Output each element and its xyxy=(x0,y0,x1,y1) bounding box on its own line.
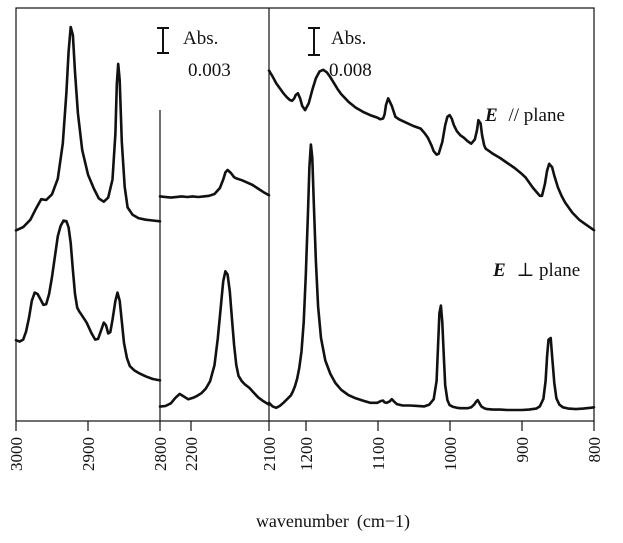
x-axis: 3000 2900 2800 2200 2100 1200 1100 1000 900 800 xyxy=(7,421,604,471)
x-axis-title-unit: (cm−1) xyxy=(357,511,410,532)
scale-bar-ch: Abs. 0.003 xyxy=(157,27,231,81)
spectrum-perpendicular-ch xyxy=(14,219,162,382)
series-label-perpendicular-text: ⊥ plane xyxy=(516,260,580,281)
scale-bar-ch-label: Abs. xyxy=(183,28,218,49)
spectra-group xyxy=(14,25,596,412)
x-tick-label-2900: 2900 xyxy=(79,437,98,471)
x-tick-label-2800: 2800 xyxy=(151,437,170,471)
series-label-parallel: E // plane xyxy=(484,105,565,126)
x-tick-label-1000: 1000 xyxy=(441,437,460,471)
series-label-parallel-symbol: E xyxy=(484,105,498,126)
series-label-perpendicular-symbol: E xyxy=(492,260,506,281)
x-tick-label-3000: 3000 xyxy=(7,437,26,471)
x-axis-title-text: wavenumber xyxy=(256,511,349,531)
spectrum-parallel-ch xyxy=(14,25,162,232)
scale-bar-fingerprint-value: 0.008 xyxy=(329,60,372,81)
spectrum-perpendicular-cn xyxy=(158,270,271,408)
x-tick-label-1100: 1100 xyxy=(369,437,388,470)
plot-frame xyxy=(15,7,595,422)
spectrum-parallel-fingerprint xyxy=(267,68,596,232)
series-label-perpendicular: E ⊥ plane xyxy=(492,260,580,281)
spectrum-perpendicular-fingerprint xyxy=(267,143,596,412)
series-label-parallel-text: // plane xyxy=(508,105,564,126)
x-tick-label-2100: 2100 xyxy=(260,437,279,471)
scale-bar-fingerprint: Abs. 0.008 xyxy=(308,27,372,81)
scale-bar-ch-value: 0.003 xyxy=(188,60,231,81)
x-tick-label-900: 900 xyxy=(513,437,532,463)
x-axis-title: wavenumber (cm−1) xyxy=(256,511,410,532)
x-tick-label-2200: 2200 xyxy=(182,437,201,471)
spectrum-parallel-cn xyxy=(158,168,271,199)
x-tick-label-800: 800 xyxy=(585,437,604,463)
x-tick-label-1200: 1200 xyxy=(297,437,316,471)
scale-bar-fingerprint-label: Abs. xyxy=(331,28,366,49)
